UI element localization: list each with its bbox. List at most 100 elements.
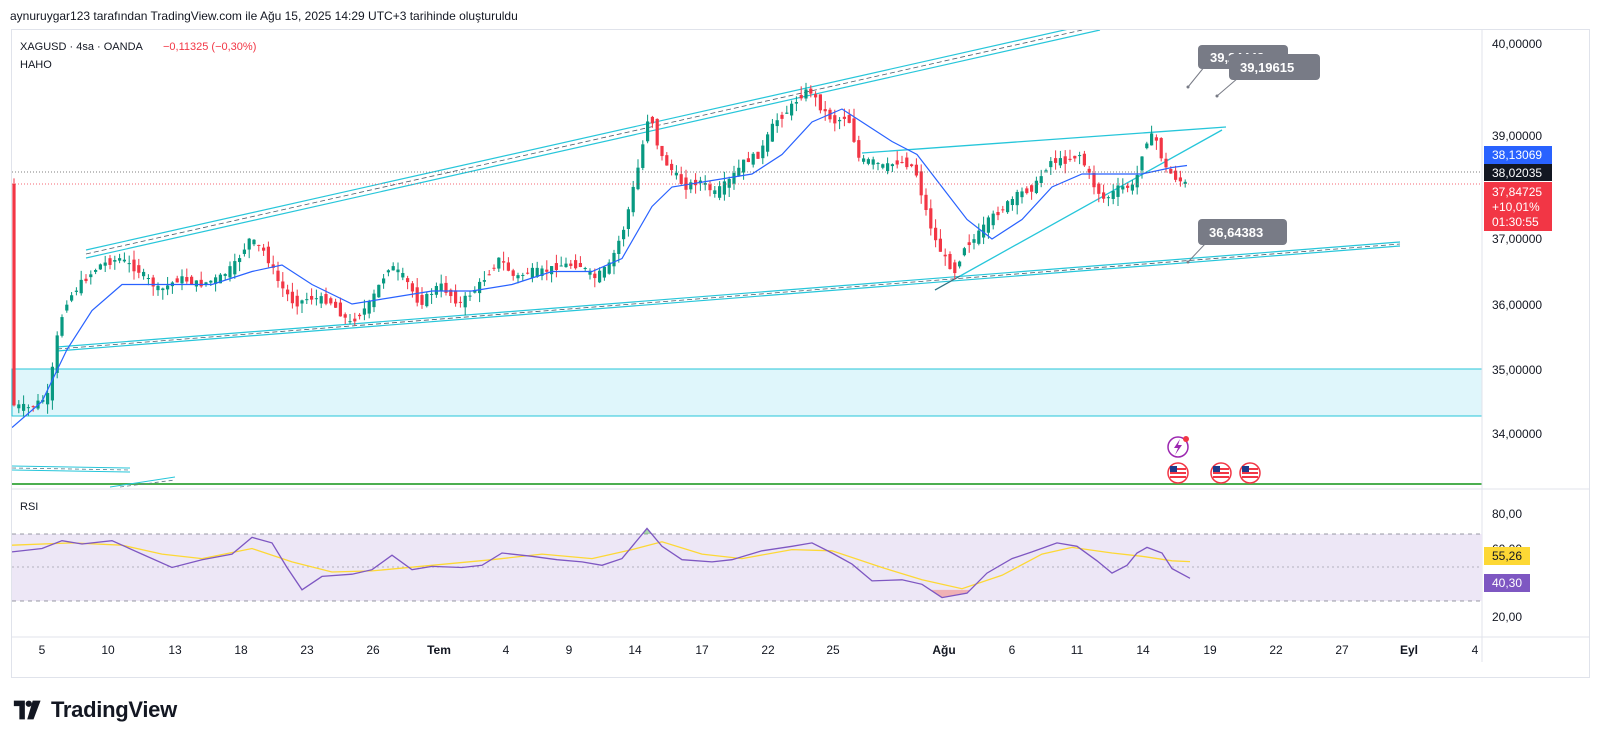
triangle-pattern[interactable] bbox=[861, 126, 1227, 291]
candle bbox=[862, 154, 866, 165]
candle bbox=[521, 272, 525, 282]
us-flag-event-icon[interactable] bbox=[1239, 462, 1261, 484]
candle bbox=[679, 166, 683, 185]
candle bbox=[1015, 189, 1019, 215]
candle bbox=[1102, 184, 1106, 203]
rsi-tick: 20,00 bbox=[1492, 610, 1522, 624]
time-tick: 23 bbox=[300, 643, 314, 657]
candle bbox=[938, 229, 942, 252]
time-tick: 4 bbox=[503, 643, 510, 657]
candle bbox=[622, 226, 626, 247]
candle bbox=[814, 91, 818, 107]
candle bbox=[1130, 179, 1134, 195]
candle bbox=[871, 156, 875, 170]
svg-text:55,26: 55,26 bbox=[1492, 549, 1522, 563]
time-tick: 5 bbox=[39, 643, 46, 657]
candle bbox=[506, 257, 510, 272]
time-tick: 14 bbox=[1136, 643, 1150, 657]
candle bbox=[866, 157, 870, 166]
price-callout-lower[interactable]: 36,64383 bbox=[1186, 219, 1288, 264]
candle bbox=[526, 267, 530, 275]
candle bbox=[646, 114, 650, 144]
candle bbox=[593, 268, 597, 288]
legend-indicator[interactable]: HAHO bbox=[20, 59, 52, 71]
price-tick: 36,00000 bbox=[1492, 298, 1542, 312]
candle bbox=[948, 251, 952, 270]
candle bbox=[852, 108, 856, 143]
rsi-label[interactable]: RSI bbox=[20, 501, 38, 513]
candle bbox=[1178, 170, 1182, 187]
rsi-line bbox=[12, 527, 1191, 599]
legend-symbol[interactable]: XAGUSD · 4sa · OANDA bbox=[20, 41, 144, 53]
lower-channel[interactable] bbox=[56, 241, 1401, 352]
candle bbox=[650, 115, 654, 128]
candle bbox=[670, 159, 674, 176]
candle bbox=[439, 274, 443, 298]
candle bbox=[343, 312, 347, 325]
time-tick: Ağu bbox=[932, 643, 955, 657]
tradingview-logo[interactable]: TradingView bbox=[11, 697, 177, 723]
candle bbox=[295, 289, 299, 315]
candle bbox=[137, 258, 141, 279]
time-tick: 26 bbox=[366, 643, 380, 657]
candle bbox=[1020, 187, 1024, 204]
time-tick: 22 bbox=[761, 643, 775, 657]
candle bbox=[1073, 155, 1077, 162]
candle bbox=[1058, 150, 1062, 169]
candle bbox=[473, 286, 477, 294]
svg-text:38,02035: 38,02035 bbox=[1492, 166, 1542, 180]
candle bbox=[910, 163, 914, 168]
candle bbox=[290, 282, 294, 309]
candle bbox=[94, 268, 98, 275]
candle bbox=[914, 158, 918, 178]
candle bbox=[665, 152, 669, 166]
candle bbox=[631, 180, 635, 217]
candles bbox=[12, 82, 1187, 417]
candle bbox=[559, 256, 563, 267]
upper-channel[interactable] bbox=[85, 22, 1101, 259]
candle bbox=[84, 274, 88, 284]
trend-channels[interactable] bbox=[56, 22, 1401, 352]
candle bbox=[962, 246, 966, 257]
time-axis[interactable]: 5 10 13 18 23 26 Tem 4 9 14 17 22 25 Ağu 6 11 14 19 22 27 Ey… bbox=[39, 643, 1479, 657]
candle bbox=[194, 280, 198, 292]
support-zone[interactable] bbox=[11, 368, 1483, 417]
candle bbox=[890, 163, 894, 172]
us-flag-event-icon[interactable] bbox=[1167, 462, 1189, 484]
partial-channel-bottom-left[interactable] bbox=[11, 465, 176, 488]
tradingview-logo-icon bbox=[13, 700, 41, 720]
time-tick: 22 bbox=[1269, 643, 1283, 657]
candle bbox=[746, 151, 750, 163]
candle bbox=[598, 267, 602, 284]
us-flag-event-icon[interactable] bbox=[1210, 462, 1232, 484]
rsi-axis[interactable]: 80,00 60,00 20,00 bbox=[1492, 507, 1522, 624]
time-tick: 4 bbox=[1472, 643, 1479, 657]
callout-value: 36,64383 bbox=[1209, 225, 1263, 240]
candle bbox=[233, 253, 237, 279]
time-tick: Tem bbox=[427, 643, 451, 657]
candle bbox=[977, 223, 981, 246]
candle bbox=[406, 275, 410, 290]
time-tick: 18 bbox=[234, 643, 248, 657]
rsi-band bbox=[12, 534, 1482, 601]
candle bbox=[1174, 165, 1178, 183]
candle bbox=[833, 109, 837, 132]
candle bbox=[958, 260, 962, 269]
candle bbox=[420, 287, 424, 309]
candle bbox=[305, 292, 309, 305]
candle bbox=[89, 270, 93, 285]
price-callout-front[interactable]: 39,19615 bbox=[1215, 54, 1321, 98]
flash-event-icon[interactable] bbox=[1167, 436, 1189, 458]
price-axis[interactable]: 40,00000 39,00000 37,00000 36,00000 35,0… bbox=[1492, 37, 1542, 441]
candle bbox=[674, 165, 678, 180]
candle bbox=[242, 243, 246, 257]
candle bbox=[444, 275, 448, 296]
candle bbox=[348, 313, 352, 325]
candle bbox=[775, 113, 779, 133]
candle bbox=[578, 256, 582, 268]
candle bbox=[842, 108, 846, 127]
candle bbox=[924, 188, 928, 216]
svg-text:38,13069: 38,13069 bbox=[1492, 148, 1542, 162]
candle bbox=[550, 266, 554, 283]
